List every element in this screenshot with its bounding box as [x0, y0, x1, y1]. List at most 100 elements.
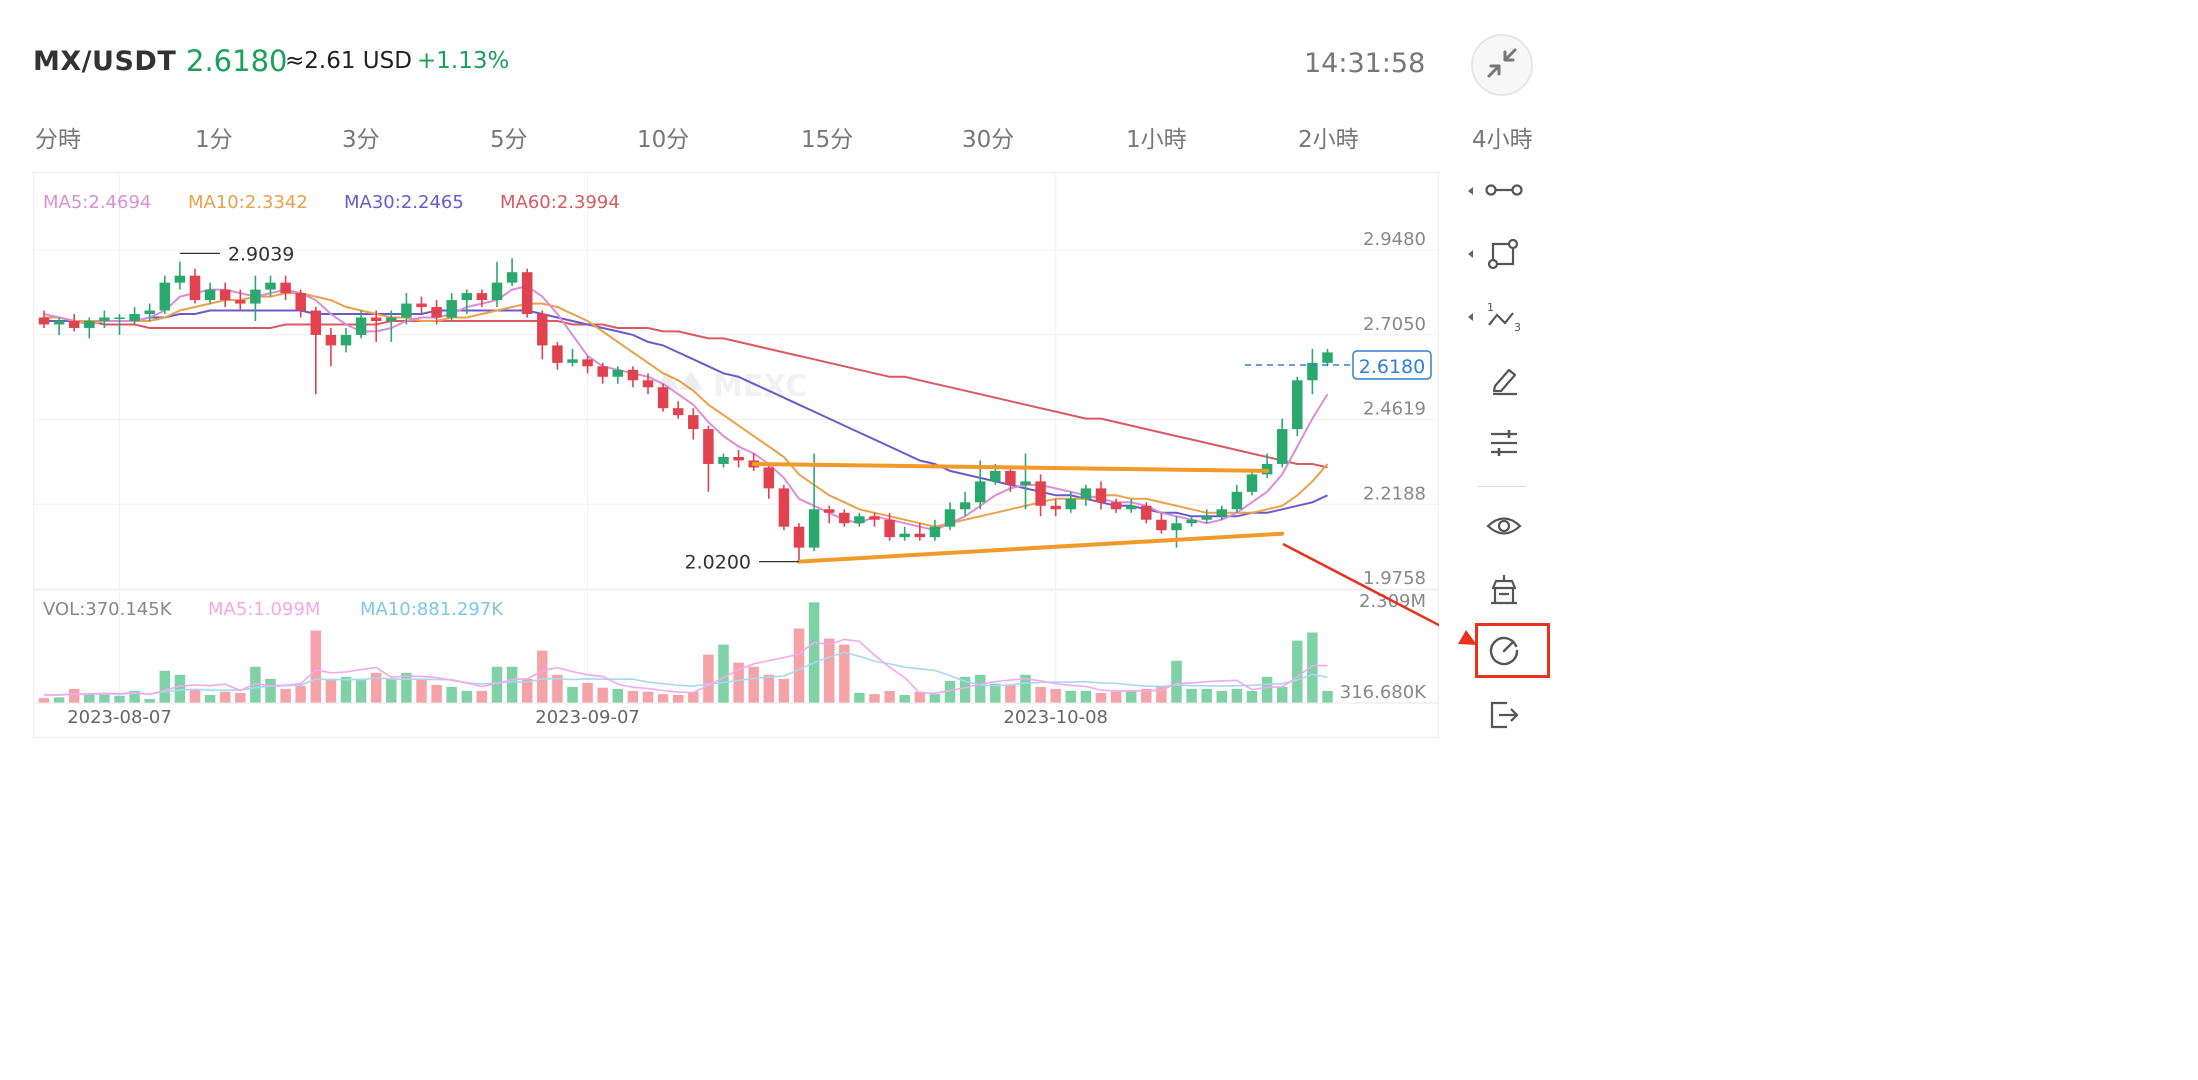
expand-arrow-icon [1468, 250, 1473, 258]
ma60-line [44, 316, 1328, 469]
eye-icon [1486, 511, 1522, 545]
volume-bar [280, 688, 291, 703]
candle-body [567, 359, 578, 363]
candle-body [1216, 509, 1228, 517]
volume-bar [53, 697, 65, 703]
volume-bar [491, 666, 503, 703]
volume-bar [310, 630, 322, 703]
volume-bar [899, 694, 910, 703]
candle-body [688, 415, 699, 430]
volume-bar [703, 654, 714, 703]
volume-bar [1186, 688, 1197, 703]
tab-1h[interactable]: 1小時 [1126, 127, 1187, 153]
tab-10m[interactable]: 10分 [637, 127, 690, 153]
candle-body [1201, 516, 1212, 520]
volume-bar [733, 662, 744, 703]
candle-body [446, 300, 457, 318]
candle-body [899, 533, 910, 538]
tool-exit[interactable] [1462, 692, 1546, 742]
volume-bar [808, 602, 820, 703]
candle-body [839, 512, 850, 524]
line-segment-icon [1484, 180, 1524, 204]
tab-3m[interactable]: 3分 [342, 127, 380, 153]
tab-1m[interactable]: 1分 [195, 127, 233, 153]
tab-30m[interactable]: 30分 [962, 127, 1015, 153]
trendlines [751, 461, 1285, 564]
candle-body [1156, 519, 1167, 531]
volume_ma5-line [44, 638, 1328, 696]
trendline [751, 461, 1270, 473]
volume-bar [657, 694, 669, 703]
tool-visibility[interactable] [1462, 503, 1546, 553]
expand-arrow-icon [1468, 313, 1473, 321]
volume-bar [1292, 640, 1303, 703]
volume-bar [1020, 674, 1031, 703]
volume-bar [1125, 690, 1137, 703]
candle-body [974, 481, 986, 503]
volume-bar [582, 682, 593, 703]
volume-bar [370, 672, 382, 703]
price-tag: 2.6180 [1245, 350, 1432, 380]
volume-bar [959, 676, 971, 703]
volume-bar [869, 694, 880, 703]
candle-body [38, 317, 50, 325]
grid [33, 172, 1439, 703]
candle-body [1231, 491, 1243, 510]
tab-4h[interactable]: 4小時 [1472, 127, 1533, 153]
volume-bar [476, 690, 488, 703]
candle-body [68, 320, 80, 328]
volume-bar [597, 687, 608, 703]
tool-indicators[interactable] [1462, 420, 1546, 470]
price-tag-box [1352, 350, 1432, 380]
volume-bar [219, 691, 231, 703]
collapse-button[interactable] [1471, 34, 1533, 96]
candle-body [355, 317, 367, 335]
candle-body [53, 320, 65, 325]
tab-timeline[interactable]: 分時 [35, 127, 81, 153]
volume-bar [1035, 686, 1046, 703]
volume-bar [1050, 688, 1061, 703]
volume_ma10-line [44, 651, 1328, 696]
tool-rectangle[interactable] [1462, 230, 1546, 280]
candle-body [129, 314, 140, 321]
legend-vol-ma5: MA5:1.099M [208, 599, 320, 620]
timeframe-tabs: 分時 1分 3分 5分 10分 15分 30分 1小時 2小時 4小時 [0, 112, 1568, 156]
volume-bar [914, 691, 926, 703]
clock: 14:31:58 [1304, 48, 1426, 79]
candle-body [174, 275, 186, 283]
volume-bar [642, 691, 654, 703]
volume-bar [461, 690, 473, 703]
tool-gauge[interactable] [1462, 628, 1546, 678]
candle-body [718, 456, 729, 464]
legend-vol-ma10: MA10:881.297K [360, 599, 504, 620]
candle-body [914, 533, 926, 538]
volume-bar [944, 680, 956, 703]
volume-bar [144, 698, 155, 703]
tab-15m[interactable]: 15分 [801, 127, 854, 153]
candle-body [280, 282, 291, 294]
candle-body [612, 369, 624, 377]
volume-bar [521, 678, 533, 703]
candle-body [778, 488, 790, 527]
candle-body [204, 289, 216, 301]
volume-bar [446, 686, 457, 703]
volume-bar [688, 691, 699, 703]
tool-pencil[interactable] [1462, 356, 1546, 406]
chart-frame [33, 172, 1439, 738]
tool-line-segment[interactable] [1462, 167, 1546, 217]
candle-body [1110, 502, 1122, 510]
highlight-box [1475, 623, 1550, 678]
tab-2h[interactable]: 2小時 [1298, 127, 1359, 153]
candle-body [506, 272, 518, 283]
volume-bar [431, 684, 442, 703]
y-tick-label: 2.9480 [1363, 229, 1426, 250]
usd-approx: ≈2.61 USD [285, 48, 412, 74]
volume-bar [340, 676, 352, 703]
volume-bar [1005, 684, 1016, 703]
tool-landmark[interactable] [1462, 566, 1546, 616]
volume-bar [325, 678, 337, 703]
kline-chart[interactable]: MEXC 2.9039 2.0200 2.9480 2.7050 2.4619 2.21… [33, 172, 1459, 738]
tab-5m[interactable]: 5分 [490, 127, 528, 153]
